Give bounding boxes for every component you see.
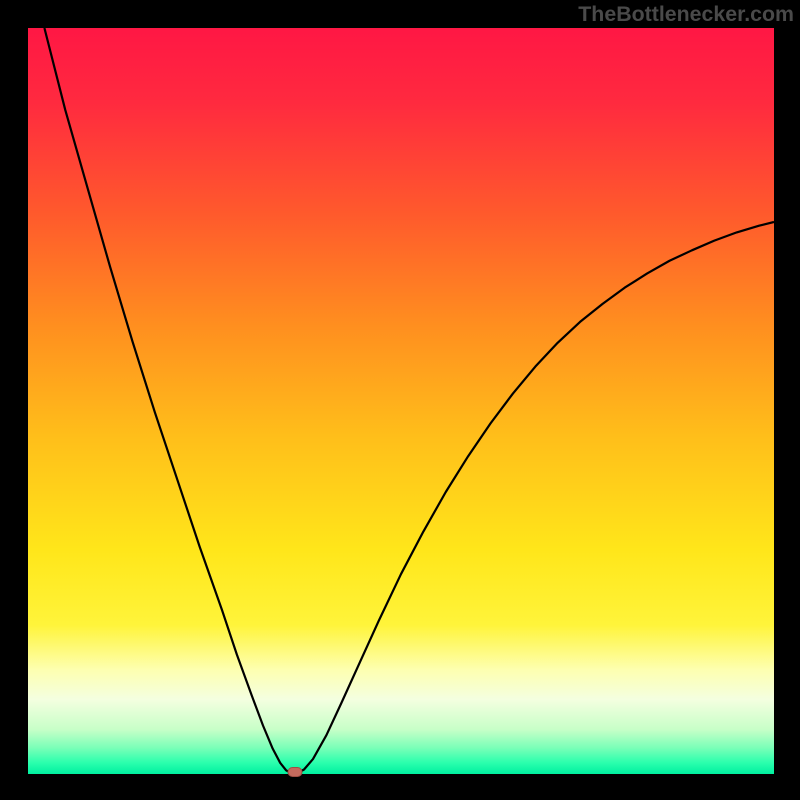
canvas: TheBottlenecker.com	[0, 0, 800, 800]
optimal-point-marker	[288, 767, 303, 777]
curve-svg	[28, 28, 774, 774]
bottleneck-curve-path	[44, 28, 774, 773]
watermark-text: TheBottlenecker.com	[578, 2, 794, 27]
plot-area	[28, 28, 774, 774]
